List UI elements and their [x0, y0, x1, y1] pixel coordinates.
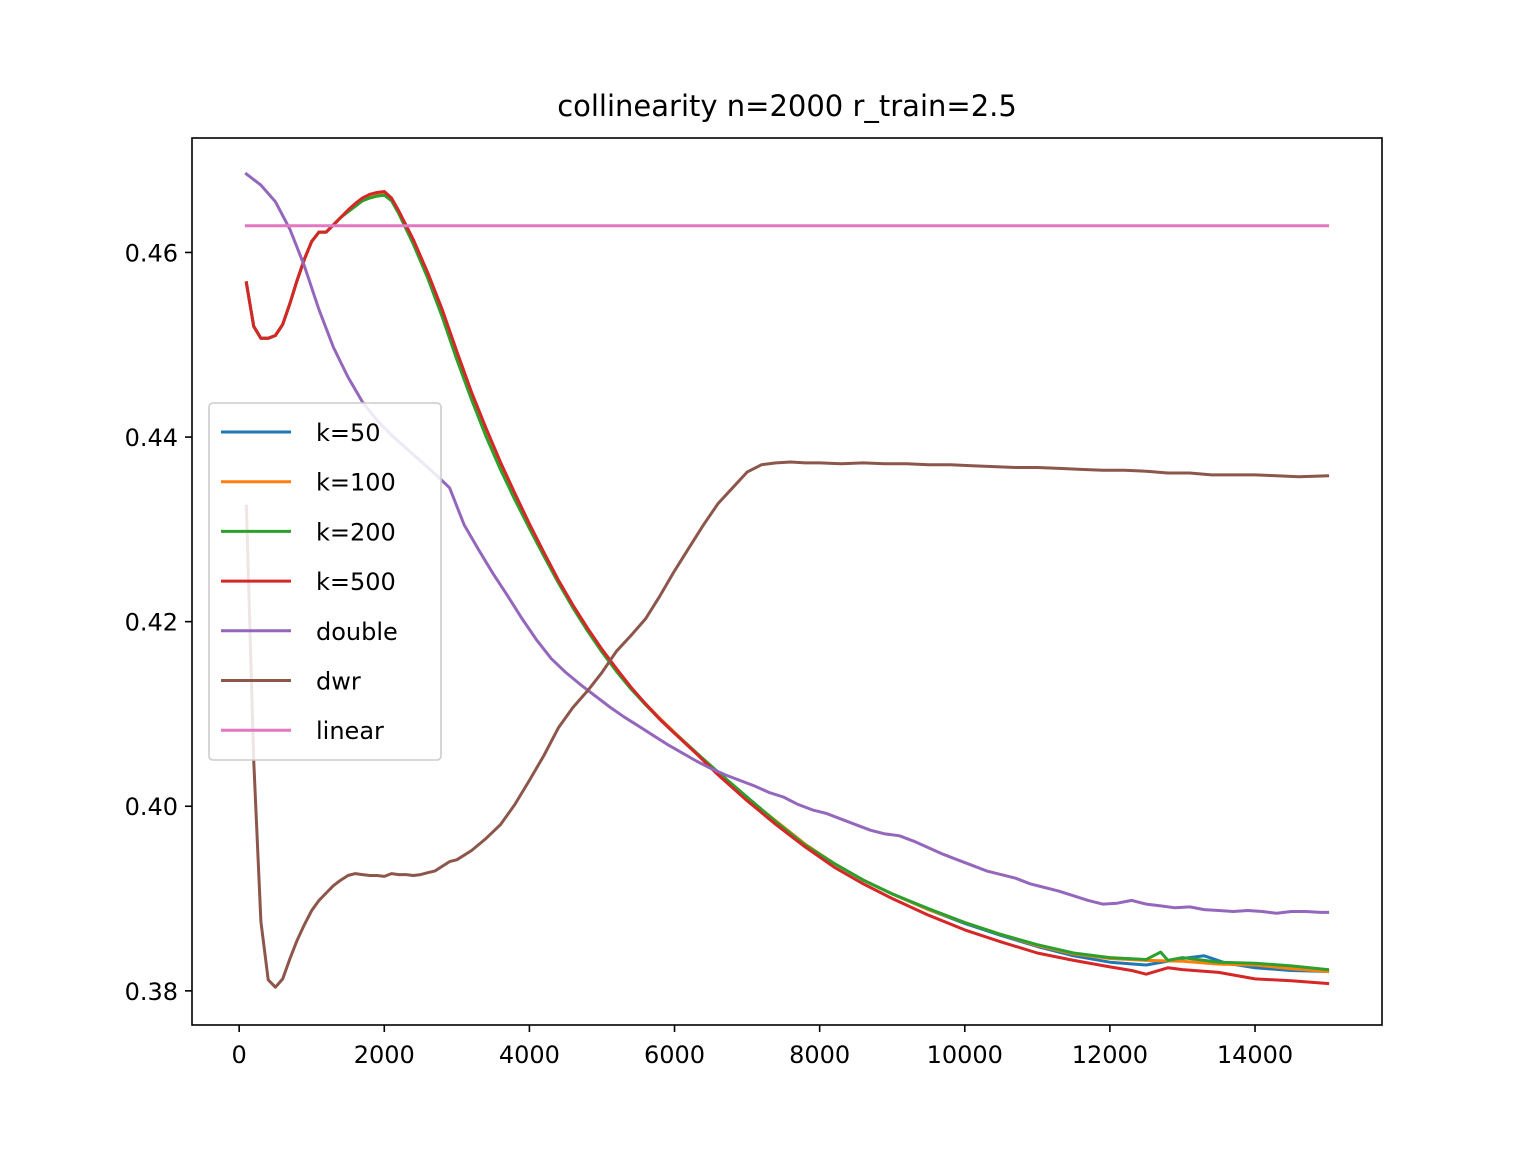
- chart-title: collinearity n=2000 r_train=2.5: [557, 89, 1017, 123]
- y-tick-label: 0.40: [125, 793, 178, 821]
- x-axis: 0 2000 4000 6000 8000 10000 12000 14000: [232, 1025, 1293, 1069]
- legend-label-k=50: k=50: [316, 419, 381, 447]
- legend-entries: k=50 k=100 k=200 k=500 double dwr linear: [221, 419, 398, 745]
- y-tick-label: 0.42: [125, 609, 178, 637]
- legend-box: [208, 402, 442, 761]
- legend-label-k=200: k=200: [316, 518, 396, 546]
- legend-label-k=500: k=500: [316, 568, 396, 596]
- plot-area: [191, 137, 1383, 1026]
- x-tick-label: 2000: [354, 1041, 415, 1069]
- series-line-dwr: [244, 460, 1330, 989]
- x-tick-label: 10000: [927, 1041, 1003, 1069]
- x-tick-label: 0: [232, 1041, 247, 1069]
- plot-frame: [191, 137, 1383, 1026]
- y-tick-label: 0.46: [125, 239, 178, 267]
- x-tick-label: 12000: [1072, 1041, 1148, 1069]
- y-axis: 0.38 0.40 0.42 0.44 0.46: [125, 239, 192, 1006]
- legend-label-k=100: k=100: [316, 469, 396, 497]
- series-layer: [244, 171, 1330, 989]
- y-tick-label: 0.44: [125, 424, 178, 452]
- legend: k=50 k=100 k=200 k=500 double dwr linear: [208, 402, 442, 761]
- x-tick-label: 6000: [644, 1041, 705, 1069]
- x-tick-label: 14000: [1217, 1041, 1293, 1069]
- legend-label-dwr: dwr: [316, 668, 361, 696]
- x-tick-label: 8000: [789, 1041, 850, 1069]
- legend-label-double: double: [316, 618, 398, 646]
- legend-label-linear: linear: [316, 717, 384, 745]
- y-tick-label: 0.38: [125, 978, 178, 1006]
- x-tick-label: 4000: [499, 1041, 560, 1069]
- series-line-k=500: [244, 190, 1330, 986]
